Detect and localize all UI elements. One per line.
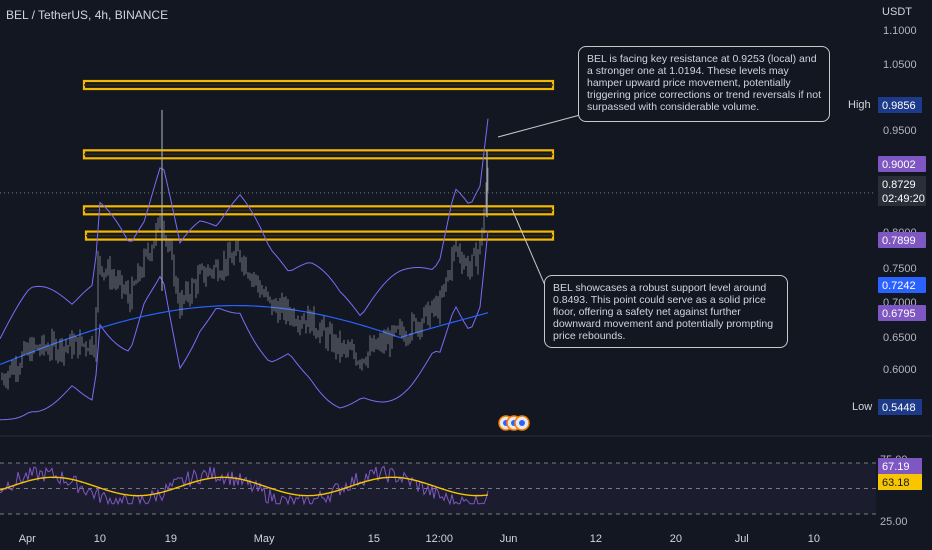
time-tick: 10 — [808, 533, 820, 545]
time-tick: 12:00 — [426, 533, 454, 545]
support-connector — [511, 208, 548, 291]
time-tick: Jun — [500, 533, 518, 545]
low-value: 0.5448 — [882, 402, 916, 414]
price-badge — [878, 176, 926, 192]
high-value: 0.9856 — [882, 100, 916, 112]
price-tick: 1.1000 — [883, 25, 917, 37]
time-tick: 15 — [368, 533, 380, 545]
price-badge-label: 0.8729 — [882, 179, 916, 191]
time-tick: 20 — [670, 533, 682, 545]
price-badge-label: 0.7899 — [882, 235, 916, 247]
price-tick: 0.9500 — [883, 125, 917, 137]
price-badge-label: 02:49:20 — [882, 193, 925, 205]
price-badge-label: 0.7242 — [882, 280, 916, 292]
rsi-ma-line — [0, 476, 489, 497]
rsi-badge-label: 63.18 — [882, 477, 910, 489]
price-tick: 0.6500 — [883, 332, 917, 344]
resistance-support-levels — [82, 79, 555, 241]
price-badge — [878, 190, 926, 206]
bollinger-upper — [0, 118, 489, 339]
price-axis: 1.10001.05000.95000.80000.75000.70000.65… — [878, 25, 926, 528]
price-tick: 1.0500 — [883, 59, 917, 71]
low-badge — [878, 399, 922, 415]
price-badge — [878, 232, 926, 248]
currency-label: USDT — [882, 6, 912, 18]
symbol-title[interactable]: BEL / TetherUS, 4h, BINANCE — [6, 8, 169, 22]
support-annotation[interactable]: BEL showcases a robust support level aro… — [544, 275, 788, 348]
time-tick: 10 — [94, 533, 106, 545]
moving-average — [0, 304, 489, 366]
price-tick: 0.7500 — [883, 263, 917, 275]
rsi-tick: 25.00 — [880, 516, 908, 528]
resistance-annotation[interactable]: BEL is facing key resistance at 0.9253 (… — [578, 46, 830, 122]
rsi-badge — [878, 474, 922, 490]
time-tick: 12 — [590, 533, 602, 545]
price-badge — [878, 156, 926, 172]
time-axis: Apr 10 19 May 15 12:00 Jun 12 20 Jul 10 — [19, 533, 820, 545]
grid — [0, 192, 932, 437]
time-tick: Apr — [19, 533, 36, 545]
rsi-badge — [878, 458, 922, 474]
rsi-panel — [0, 465, 489, 506]
price-badge-label: 0.9002 — [882, 159, 916, 171]
event-flag-dot — [519, 420, 525, 426]
bollinger-lower — [0, 230, 489, 421]
high-badge — [878, 97, 922, 113]
price-badge — [878, 277, 926, 293]
resistance-connector — [497, 114, 581, 138]
low-label: Low — [852, 401, 873, 413]
high-label: High — [848, 99, 871, 111]
annotation-connectors — [497, 114, 581, 291]
bollinger-bands — [0, 118, 489, 421]
price-tick: 0.6000 — [883, 364, 917, 376]
candles — [1, 109, 489, 390]
time-tick: 19 — [165, 533, 177, 545]
time-tick: May — [254, 533, 275, 545]
price-badge-label: 0.6795 — [882, 308, 916, 320]
event-icons — [498, 415, 530, 431]
time-tick: Jul — [735, 533, 749, 545]
rsi-badge-label: 67.19 — [882, 461, 910, 473]
price-badge — [878, 305, 926, 321]
rsi-band — [0, 462, 876, 515]
